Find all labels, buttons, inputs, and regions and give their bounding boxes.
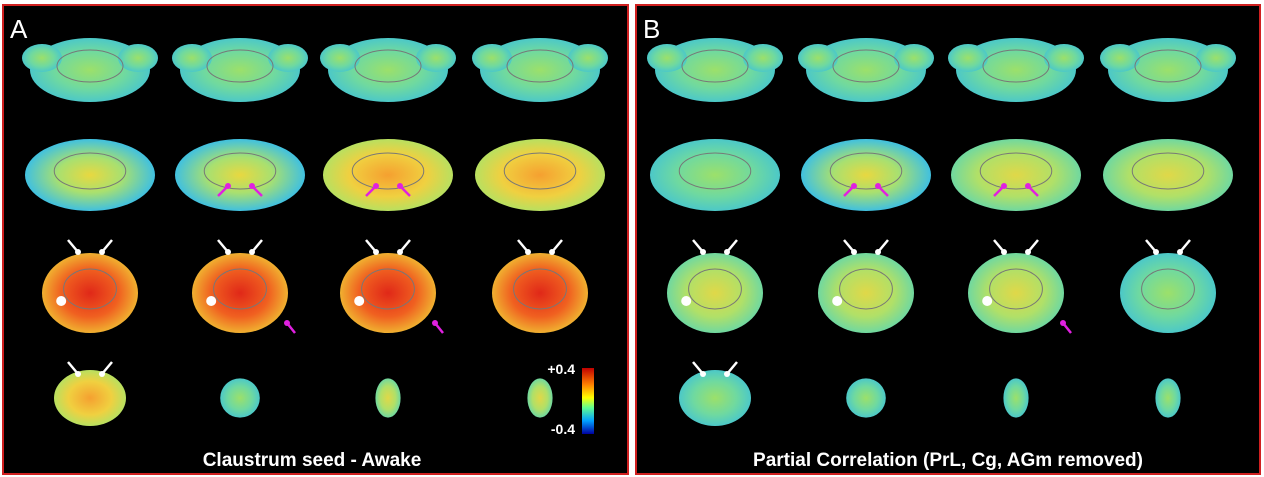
arrow-head	[99, 249, 105, 255]
brain-slice	[25, 139, 155, 211]
brain-lobe	[743, 44, 783, 72]
brain-lobe	[1044, 44, 1084, 72]
brain-slice	[492, 253, 588, 333]
arrow-head	[397, 183, 403, 189]
arrow-head	[724, 249, 730, 255]
brain-slice	[527, 378, 552, 417]
brain-lobe	[472, 44, 512, 72]
caption: Claustrum seed - Awake	[203, 450, 422, 471]
arrow-head	[99, 371, 105, 377]
brain-lobe	[894, 44, 934, 72]
arrow-head	[525, 249, 531, 255]
brain-slice	[667, 253, 763, 333]
arrow-head	[432, 320, 438, 326]
hotspot	[832, 296, 842, 306]
arrow-head	[851, 249, 857, 255]
arrow-head	[75, 371, 81, 377]
brain-slice	[801, 139, 931, 211]
arrow-head	[249, 249, 255, 255]
hotspot	[56, 296, 66, 306]
figure: A B Claustrum seed - Awake Partial Corre…	[0, 0, 1264, 477]
brain-slice	[1103, 139, 1233, 211]
arrow-head	[700, 371, 706, 377]
colorbar	[582, 368, 594, 434]
brain-slice	[1003, 378, 1028, 417]
arrow-head	[1001, 249, 1007, 255]
brain-slice	[42, 253, 138, 333]
brain-slice	[1120, 253, 1216, 333]
arrow-head	[1025, 249, 1031, 255]
arrow-head	[1177, 249, 1183, 255]
arrow-head	[1153, 249, 1159, 255]
arrow-head	[851, 183, 857, 189]
brain-slice	[220, 378, 260, 417]
brain-slice	[475, 139, 605, 211]
brain-slice	[323, 139, 453, 211]
brain-lobe	[268, 44, 308, 72]
arrow-head	[225, 183, 231, 189]
brain-slice	[951, 139, 1081, 211]
brain-slice	[192, 253, 288, 333]
arrow-head	[700, 249, 706, 255]
brain-slice	[375, 378, 400, 417]
brain-lobe	[22, 44, 62, 72]
hotspot	[206, 296, 216, 306]
brain-lobe	[798, 44, 838, 72]
colorbar-label: +0.4	[547, 361, 575, 377]
brain-slice	[175, 139, 305, 211]
panel-label: B	[643, 14, 660, 44]
arrow-head	[875, 183, 881, 189]
arrow-head	[875, 249, 881, 255]
brain-lobe	[1100, 44, 1140, 72]
arrow-head	[549, 249, 555, 255]
brain-slice	[846, 378, 886, 417]
brain-lobe	[416, 44, 456, 72]
brain-lobe	[647, 44, 687, 72]
brain-slice	[340, 253, 436, 333]
brain-slice	[1155, 378, 1180, 417]
brain-lobe	[320, 44, 360, 72]
arrow-head	[724, 371, 730, 377]
arrow-head	[225, 249, 231, 255]
hotspot	[354, 296, 364, 306]
arrow-head	[1001, 183, 1007, 189]
brain-slice	[650, 139, 780, 211]
brain-lobe	[568, 44, 608, 72]
arrow-head	[249, 183, 255, 189]
brain-lobe	[172, 44, 212, 72]
arrow-head	[397, 249, 403, 255]
arrow-head	[284, 320, 290, 326]
brain-lobe	[118, 44, 158, 72]
arrow-head	[373, 249, 379, 255]
arrow-head	[1060, 320, 1066, 326]
arrow-head	[1025, 183, 1031, 189]
brain-slice	[968, 253, 1064, 333]
brain-slice	[679, 370, 751, 426]
brain-lobe	[948, 44, 988, 72]
hotspot	[681, 296, 691, 306]
panel-label: A	[10, 14, 28, 44]
brain-lobe	[1196, 44, 1236, 72]
brain-slice	[54, 370, 126, 426]
hotspot	[982, 296, 992, 306]
brain-slice	[818, 253, 914, 333]
colorbar-label: -0.4	[551, 421, 575, 437]
arrow-head	[75, 249, 81, 255]
caption: Partial Correlation (PrL, Cg, AGm remove…	[753, 450, 1143, 471]
arrow-head	[373, 183, 379, 189]
